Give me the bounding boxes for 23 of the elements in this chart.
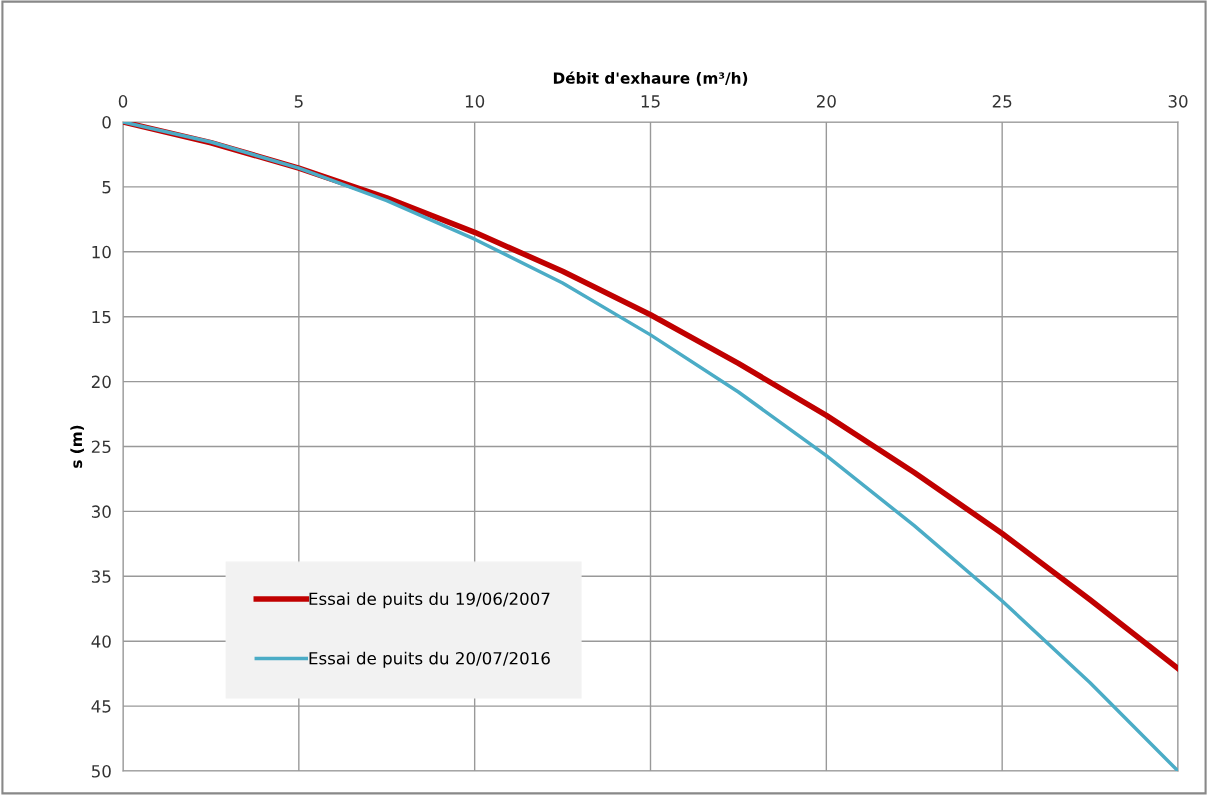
x-tick-label: 10 <box>465 95 485 108</box>
x-tick-label: 30 <box>1168 95 1188 108</box>
x-axis-title: Débit d'exhaure (m³/h) <box>553 71 748 86</box>
y-tick-label: 25 <box>91 440 111 454</box>
x-tick-label: 25 <box>992 95 1012 108</box>
line-series <box>123 122 1178 771</box>
y-tick-label: 50 <box>91 764 111 778</box>
y-tick-label: 40 <box>91 635 111 648</box>
y-tick-label: 5 <box>102 181 111 194</box>
x-tick-label: 5 <box>294 95 303 108</box>
y-tick-label: 20 <box>91 375 111 389</box>
y-tick-label: 10 <box>92 245 111 259</box>
y-tick-label: 0 <box>102 115 111 129</box>
y-tick-label: 30 <box>91 505 111 518</box>
x-tick-label: 15 <box>641 95 660 108</box>
y-tick-label: 45 <box>91 700 111 713</box>
y-axis-title: s (m) <box>70 425 84 468</box>
x-tick-label: 20 <box>816 95 836 108</box>
legend-label: Essai de puits du 19/06/2007 <box>309 592 550 609</box>
y-tick-label: 15 <box>92 310 111 324</box>
legend-label: Essai de puits du 20/07/2016 <box>309 651 550 668</box>
y-tick-label: 35 <box>91 570 111 583</box>
x-tick-label: 0 <box>118 95 128 108</box>
